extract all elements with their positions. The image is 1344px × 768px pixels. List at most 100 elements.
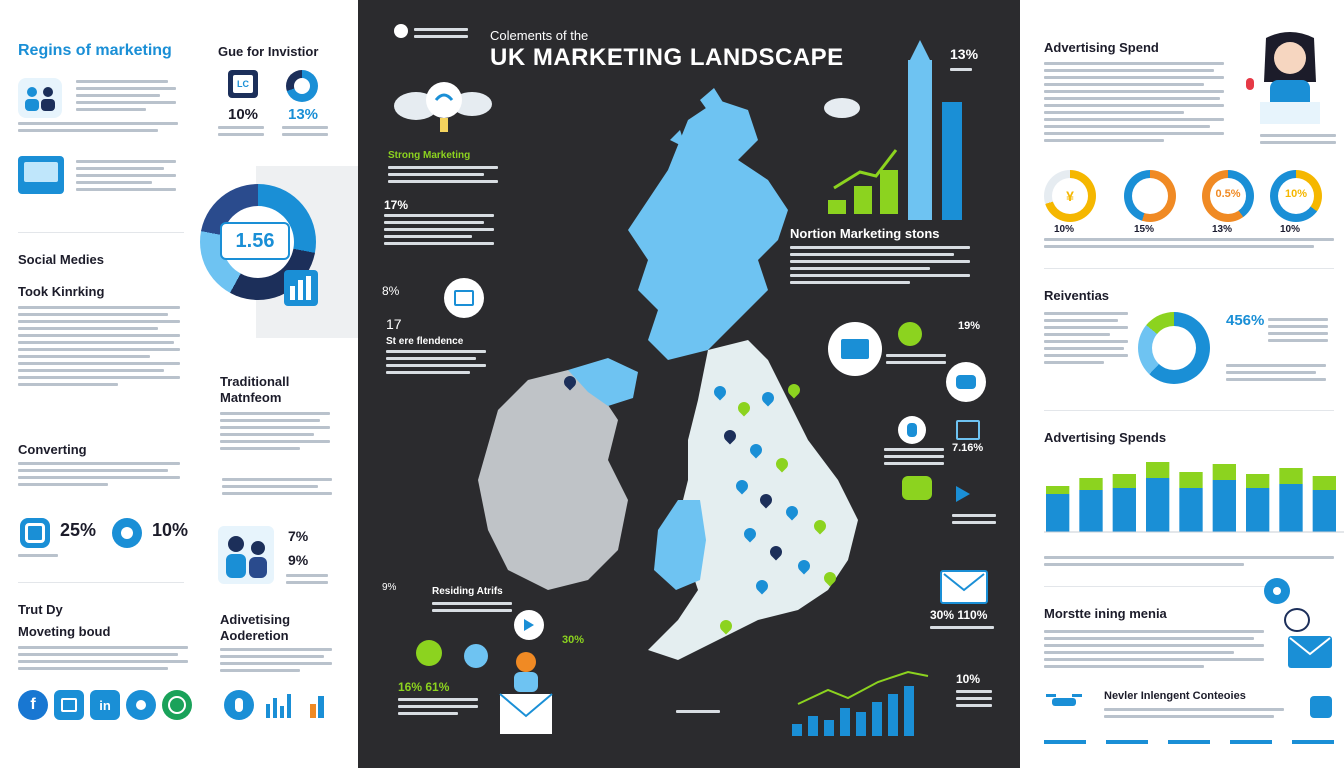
- center-text-7: [884, 448, 944, 469]
- reventias-legend: [1268, 318, 1328, 346]
- badge-icon: LC: [228, 70, 258, 98]
- center-stat-h: 30% 110%: [930, 608, 988, 622]
- advertising-text: [220, 648, 332, 676]
- person-icon[interactable]: [126, 690, 156, 720]
- center-text-5: [398, 698, 478, 719]
- spend-bar-blue: [1279, 484, 1303, 532]
- gue-stat-1: 10%: [228, 106, 259, 123]
- trust-text: [18, 646, 188, 674]
- traditional-caption: [286, 574, 328, 588]
- donut-captions: [1044, 238, 1334, 252]
- interest-title: Nevler Inlengent Conteoies: [1104, 690, 1246, 702]
- traditional-text-2: [222, 478, 332, 499]
- top-right-stat: 13%: [950, 46, 979, 62]
- took-title: Took Kinrking: [18, 284, 105, 299]
- header-title: UK MARKETING LANDSCAPE: [490, 44, 844, 71]
- flag-icon: [956, 486, 970, 502]
- donut-label-3: 13%: [1212, 224, 1233, 235]
- laptop-icon: [18, 156, 64, 194]
- donut-label-1: 10%: [1054, 224, 1075, 235]
- traditional-stat-1: 7%: [288, 528, 309, 544]
- spend-bar-blue: [1146, 478, 1170, 532]
- tower-graphic: [898, 40, 968, 225]
- took-text: [18, 306, 180, 390]
- media-title: Morstte ining menia: [1044, 606, 1167, 621]
- spend-bar-green: [1112, 474, 1136, 488]
- cloud-green-icon: [902, 476, 932, 500]
- lock-icon[interactable]: [54, 690, 84, 720]
- facebook-icon[interactable]: f: [18, 690, 48, 720]
- advertising-title-2: Aoderetion: [220, 628, 289, 643]
- center-stat-e: 30%: [562, 634, 585, 646]
- label-strong: Strong Marketing: [388, 150, 471, 161]
- donut-value: 1.56: [220, 222, 290, 260]
- reventias-donut: [1138, 312, 1210, 384]
- spend-bar-green: [1046, 486, 1070, 494]
- center-text-3: [386, 350, 486, 378]
- whatsapp-icon[interactable]: [162, 690, 192, 720]
- spend-bar-blue: [1246, 488, 1270, 532]
- mini-donut-icon: [286, 70, 318, 102]
- legend-row: [1044, 740, 1334, 744]
- center-text-10: [956, 690, 992, 711]
- spend-bar-green: [1246, 474, 1270, 488]
- divider: [18, 232, 184, 233]
- pin-blue-icon: [464, 644, 488, 668]
- linkedin-icon[interactable]: in: [90, 690, 120, 720]
- spends-captions: [1044, 556, 1334, 570]
- spend-bar-blue: [1179, 488, 1203, 532]
- dashboard-icon: [828, 322, 882, 376]
- spends-bar-chart: [1044, 462, 1344, 533]
- spend-bar-green: [1146, 462, 1170, 478]
- converting-text: [18, 462, 180, 490]
- northern-text: [790, 246, 970, 288]
- interest-text: [1104, 708, 1284, 722]
- center-panel: Colements of the UK MARKETING LANDSCAPE …: [358, 0, 1020, 768]
- top-right-caption: [950, 68, 972, 75]
- spend-donut-3: [1202, 170, 1254, 222]
- logo-icon: [394, 24, 408, 38]
- spends-title: Advertising Spends: [1044, 430, 1167, 445]
- divider: [1044, 410, 1334, 411]
- spend-bar-green: [1179, 472, 1203, 488]
- reventias-text: [1044, 312, 1128, 368]
- traditional-stat-2: 9%: [288, 552, 309, 568]
- left-panel: Regins of marketing Gue for Invistior LC…: [0, 0, 358, 768]
- chat-icon: [20, 518, 50, 548]
- envelope-icon: [940, 570, 988, 604]
- center-stat-j: 7.16%: [952, 442, 984, 454]
- team-icon: [18, 78, 62, 118]
- map-pin-icon: [444, 278, 484, 318]
- traditional-text: [220, 412, 330, 454]
- northern-title: Nortion Marketing stons: [790, 226, 940, 241]
- cloud-small-icon: [822, 96, 862, 125]
- play-icon: [514, 610, 544, 640]
- user-icon: [112, 518, 142, 548]
- donut-label-2: 15%: [1134, 224, 1155, 235]
- center-stat-d: 9%: [382, 582, 397, 593]
- center-text-4: [432, 602, 512, 616]
- spend-bar-green: [1279, 468, 1303, 484]
- label-residing: Residing Atrifs: [432, 586, 503, 597]
- converting-caption: [18, 554, 58, 561]
- spend-donut-4: [1270, 170, 1322, 222]
- pin-icon: [898, 322, 922, 346]
- regions-text: [76, 80, 176, 115]
- spend-bar-blue: [1112, 488, 1136, 532]
- center-stat-a: 17%: [384, 198, 409, 212]
- spend-donut-1: ¥: [1044, 170, 1096, 222]
- center-text-6: [886, 354, 946, 368]
- mail-icon: [1288, 636, 1332, 668]
- donut-stat-3: 0.5%: [1215, 188, 1241, 200]
- regions-text-3: [76, 160, 176, 195]
- regions-title: Regins of marketing: [18, 42, 172, 59]
- reventias-text-2: [1226, 364, 1326, 385]
- center-stat-c: 17: [386, 316, 402, 332]
- gue-caption-2: [282, 126, 328, 140]
- logo-text: [414, 28, 468, 42]
- spend-bar-green: [1212, 464, 1236, 480]
- center-text-1: [388, 166, 498, 187]
- media-text: [1044, 630, 1264, 672]
- reventias-stat: 456%: [1226, 312, 1265, 329]
- donut-label-4: 10%: [1280, 224, 1301, 235]
